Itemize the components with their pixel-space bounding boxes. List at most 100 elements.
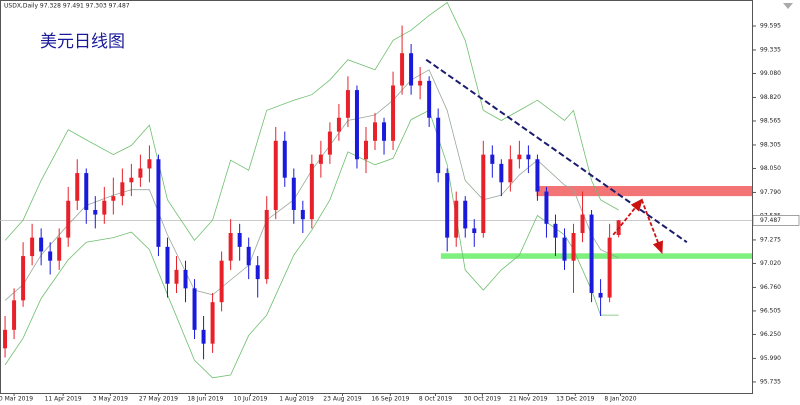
y-tick-label: 97.790 [760,189,781,196]
y-tick-label: 98.050 [760,165,781,172]
x-tick-label: 20 Mar 2019 [0,396,33,403]
candle-body [445,173,450,238]
band-lower [4,109,619,379]
x-tick-label: 27 May 2019 [139,396,178,403]
candle-body [400,53,405,86]
y-tick-label: 96.250 [760,331,781,338]
candle-body [481,154,486,234]
x-tick-label: 8 Jan 2020 [604,396,636,403]
x-tick-label: 11 Apr 2019 [45,396,82,403]
plot-area [0,1,752,379]
candle-body [102,200,107,215]
candle-body [363,140,368,160]
candle-body [526,154,531,160]
last-price-label: 97.487 [760,217,781,224]
candle-body [535,159,540,192]
candle-body [544,191,549,224]
candle-body [418,80,423,86]
candle-body [318,154,323,164]
candle-body [282,140,287,178]
candle-body [21,256,26,301]
last-price-box [752,215,800,226]
candle-body [436,117,441,174]
candle-body [309,163,314,220]
band-upper [4,1,619,242]
candle-body [589,214,594,293]
candle-body [571,233,576,261]
x-tick-label: 3 May 2019 [93,396,128,403]
y-tick-label: 96.505 [760,307,781,314]
candle-body [508,159,513,183]
candle-body [427,80,432,118]
y-tick-label: 97.020 [760,260,781,267]
candle-body [3,329,8,349]
candle-body [607,237,612,298]
x-tick-label: 13 Dec 2019 [556,396,595,403]
candle-body [273,140,278,210]
candle-body [48,251,53,261]
trendline [425,58,688,244]
candle-body [255,265,260,280]
candle-body [598,292,603,298]
candle-body [75,173,80,201]
candle-body [490,154,495,164]
x-tick-label: 8 Oct 2019 [419,396,452,403]
x-tick-label: 30 Oct 2019 [464,396,501,403]
y-tick-label: 98.565 [760,117,781,124]
candle-body [382,122,387,141]
candle-body [562,237,567,261]
candle-body [120,182,125,197]
candle-body [57,237,62,261]
forecast-arrow [612,198,643,236]
candle-body [580,214,585,234]
candle-body [12,300,17,330]
price-zone [536,185,752,197]
candle-body [219,260,224,303]
y-tick-label: 98.820 [760,94,781,101]
candle-body [165,246,170,284]
x-tick-label: 16 Sep 2019 [371,396,409,403]
candle-body [237,233,242,247]
candle-body [30,237,35,257]
candle-body [373,122,378,141]
candle-body [553,223,558,238]
forecast-arrow [640,199,663,255]
candle-body [354,90,359,160]
price-zone [440,253,752,259]
candle-body [111,196,116,201]
candle-body [454,200,459,238]
candle-body [291,177,296,210]
x-tick-label: 18 Jun 2019 [187,396,223,403]
candle-body [129,177,134,183]
candle-body [345,90,350,118]
candle-body [156,159,161,247]
candle-body [463,200,468,229]
y-tick-label: 99.080 [760,70,781,77]
x-tick-label: 1 Aug 2019 [279,396,314,403]
y-tick-label: 95.990 [760,355,781,362]
y-tick-label: 99.335 [760,46,781,53]
header: USDX,Daily 97.328 97.491 97.303 97.487 [4,3,130,10]
candle-body [409,53,414,86]
candle-body [174,269,179,284]
y-tick-label: 95.735 [760,378,781,385]
candle-body [93,209,98,215]
candle-body [336,117,341,132]
x-tick-label: 23 Aug 2019 [323,396,362,403]
candle-body [228,233,233,261]
candle-body [264,209,269,280]
candle-body [138,168,143,178]
y-tick-label: 97.275 [760,236,781,243]
x-tick-label: 21 Nov 2019 [509,396,548,403]
candle-body [300,209,305,220]
candle-body [39,237,44,252]
candle-body [210,302,215,344]
candle-body [391,85,396,141]
x-tick-label: 10 Jul 2019 [234,396,268,403]
candle-body [147,159,152,169]
candle-body [192,288,197,330]
plot-frame [0,0,753,394]
corner-icon [783,3,793,9]
